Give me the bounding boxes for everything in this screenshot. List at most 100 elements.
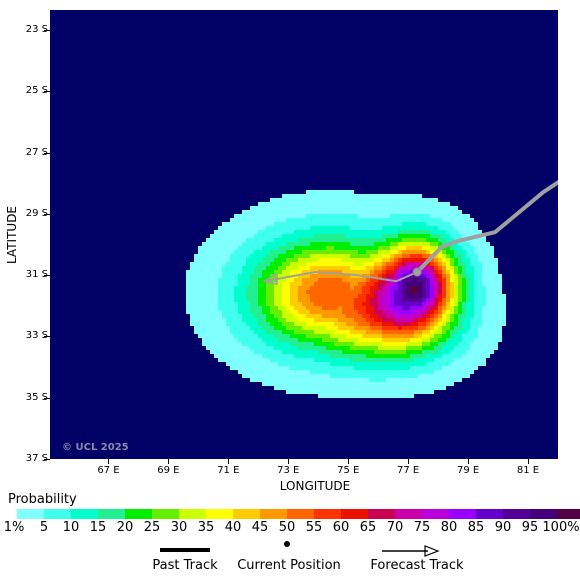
probability-cell bbox=[242, 238, 246, 242]
probability-cell bbox=[342, 374, 346, 378]
probability-cell bbox=[266, 286, 270, 290]
probability-cell bbox=[390, 298, 394, 302]
probability-cell bbox=[390, 254, 394, 258]
probability-cell bbox=[418, 350, 422, 354]
probability-cell bbox=[298, 374, 302, 378]
probability-cell bbox=[266, 210, 270, 214]
probability-cell bbox=[238, 330, 242, 334]
probability-cell bbox=[498, 318, 502, 322]
probability-cell bbox=[210, 242, 214, 246]
probability-cell bbox=[282, 378, 286, 382]
probability-cell bbox=[350, 318, 354, 322]
probability-cell bbox=[326, 206, 330, 210]
probability-cell bbox=[354, 342, 358, 346]
probability-cell bbox=[346, 234, 350, 238]
probability-cell bbox=[458, 302, 462, 306]
probability-cell bbox=[326, 318, 330, 322]
probability-cell bbox=[474, 286, 478, 290]
probability-cell bbox=[282, 318, 286, 322]
probability-cell bbox=[470, 290, 474, 294]
probability-cell bbox=[254, 334, 258, 338]
probability-cell bbox=[458, 266, 462, 270]
probability-cell bbox=[378, 366, 382, 370]
probability-cell bbox=[274, 318, 278, 322]
probability-cell bbox=[390, 266, 394, 270]
probability-cell bbox=[246, 242, 250, 246]
probability-cell bbox=[246, 358, 250, 362]
probability-cell bbox=[202, 258, 206, 262]
probability-cell bbox=[198, 302, 202, 306]
probability-cell bbox=[214, 298, 218, 302]
probability-cell bbox=[406, 282, 410, 286]
probability-cell bbox=[394, 258, 398, 262]
probability-cell bbox=[322, 222, 326, 226]
probability-cell bbox=[362, 238, 366, 242]
probability-cell bbox=[262, 382, 266, 386]
probability-cell bbox=[298, 262, 302, 266]
probability-cell bbox=[418, 210, 422, 214]
probability-cell bbox=[366, 270, 370, 274]
colorbar-swatch bbox=[368, 509, 395, 519]
probability-cell bbox=[346, 386, 350, 390]
probability-cell bbox=[482, 358, 486, 362]
probability-cell bbox=[430, 222, 434, 226]
probability-cell bbox=[466, 374, 470, 378]
probability-cell bbox=[310, 246, 314, 250]
probability-cell bbox=[398, 238, 402, 242]
probability-cell bbox=[290, 334, 294, 338]
probability-cell bbox=[434, 334, 438, 338]
forecast-track-line bbox=[264, 271, 418, 283]
probability-cell bbox=[430, 198, 434, 202]
probability-cell bbox=[334, 394, 338, 398]
probability-cell bbox=[334, 366, 338, 370]
probability-cell bbox=[414, 350, 418, 354]
probability-cell bbox=[234, 298, 238, 302]
probability-cell bbox=[338, 210, 342, 214]
probability-cell bbox=[278, 362, 282, 366]
probability-cell bbox=[390, 370, 394, 374]
probability-cell bbox=[354, 262, 358, 266]
probability-cell bbox=[470, 350, 474, 354]
probability-cell bbox=[378, 382, 382, 386]
probability-cell bbox=[286, 294, 290, 298]
probability-cell bbox=[410, 234, 414, 238]
probability-cell bbox=[206, 238, 210, 242]
probability-cell bbox=[394, 322, 398, 326]
probability-cell bbox=[290, 370, 294, 374]
probability-cell bbox=[350, 278, 354, 282]
probability-cell bbox=[498, 298, 502, 302]
probability-cell bbox=[474, 330, 478, 334]
probability-cell bbox=[458, 358, 462, 362]
probability-cell bbox=[386, 202, 390, 206]
probability-cell bbox=[214, 318, 218, 322]
probability-cell bbox=[362, 354, 366, 358]
probability-cell bbox=[346, 214, 350, 218]
probability-cell bbox=[358, 198, 362, 202]
probability-cell bbox=[498, 338, 502, 342]
probability-cell bbox=[386, 346, 390, 350]
probability-cell bbox=[350, 306, 354, 310]
x-axis-title: LONGITUDE bbox=[279, 479, 351, 493]
probability-cell bbox=[342, 358, 346, 362]
probability-cell bbox=[378, 358, 382, 362]
probability-cell bbox=[382, 230, 386, 234]
probability-cell bbox=[338, 266, 342, 270]
probability-cell bbox=[378, 246, 382, 250]
probability-cell bbox=[210, 266, 214, 270]
probability-cell bbox=[326, 358, 330, 362]
probability-cell bbox=[398, 218, 402, 222]
probability-cell bbox=[462, 362, 466, 366]
probability-cell bbox=[402, 278, 406, 282]
probability-cell bbox=[410, 338, 414, 342]
probability-cell bbox=[286, 278, 290, 282]
probability-cell bbox=[322, 366, 326, 370]
probability-cell bbox=[350, 266, 354, 270]
probability-cell bbox=[326, 382, 330, 386]
probability-cell bbox=[234, 282, 238, 286]
probability-cell bbox=[194, 310, 198, 314]
probability-cell bbox=[230, 302, 234, 306]
probability-cell bbox=[338, 294, 342, 298]
probability-cell bbox=[330, 374, 334, 378]
probability-cell bbox=[250, 374, 254, 378]
probability-cell bbox=[198, 258, 202, 262]
